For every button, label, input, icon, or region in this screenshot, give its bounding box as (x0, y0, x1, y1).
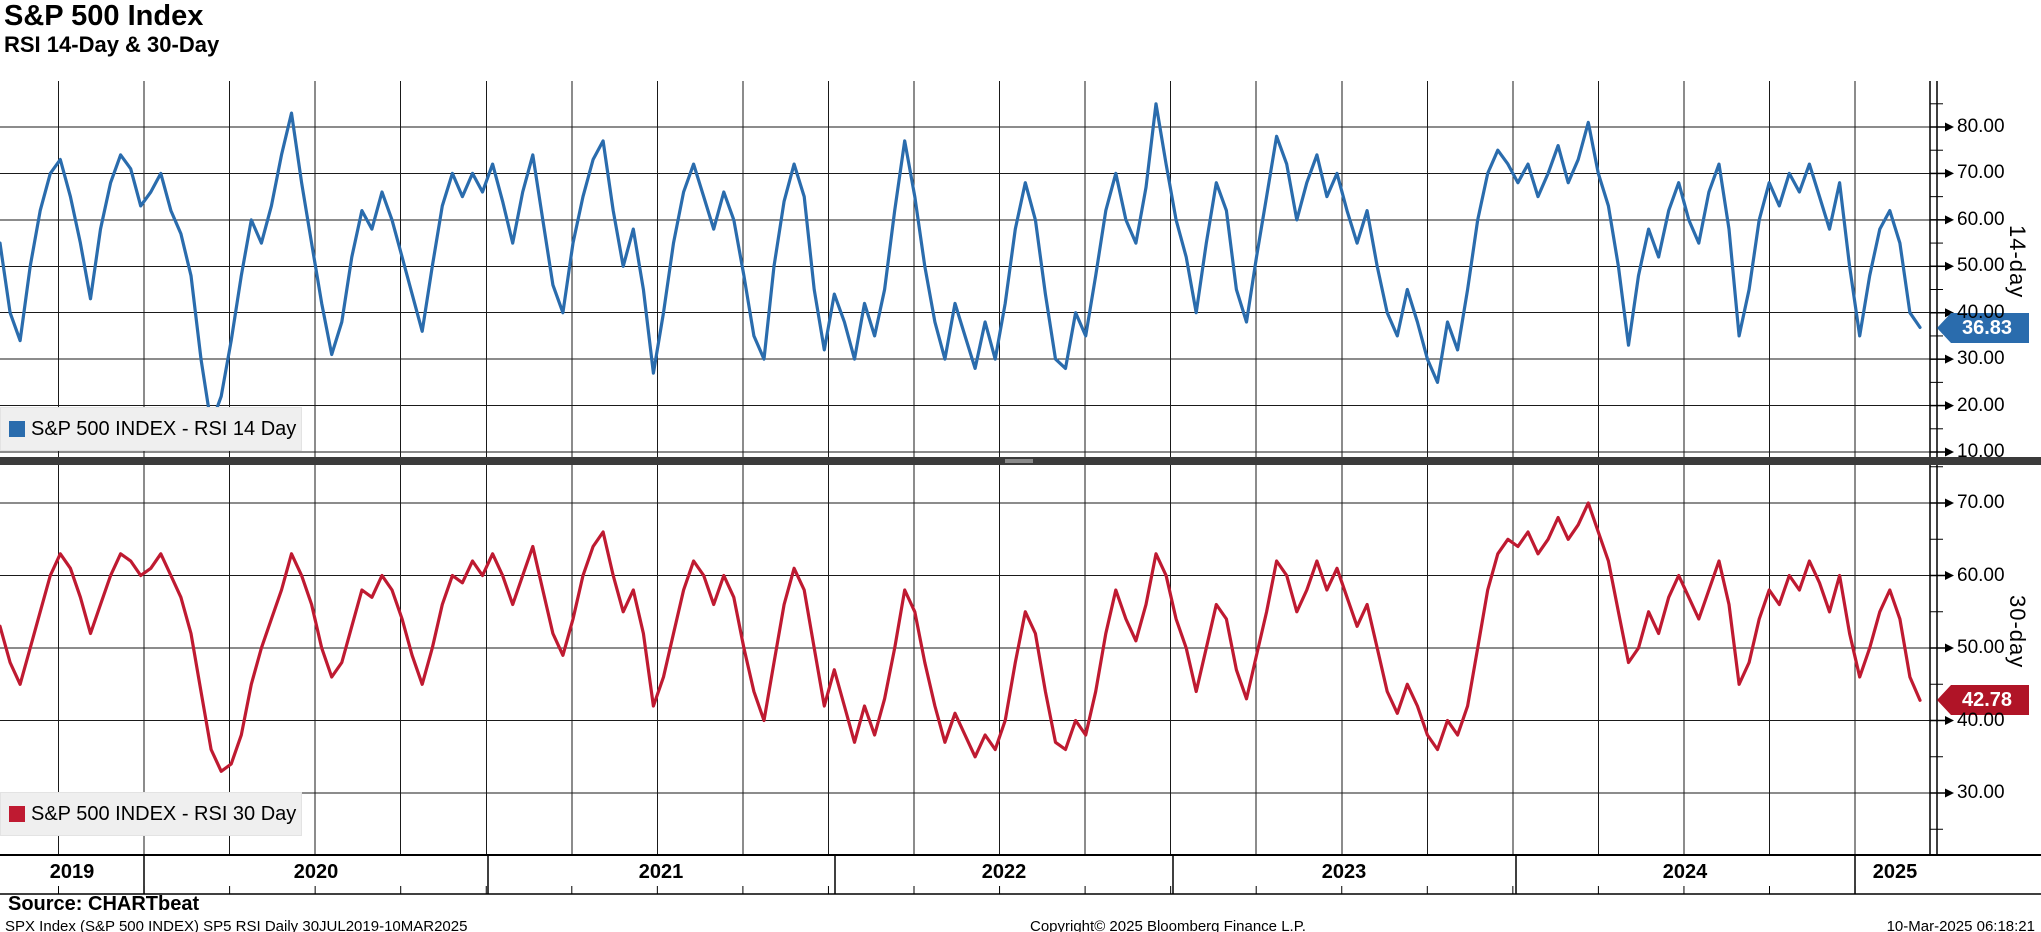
y-tick-arrow-icon (1945, 122, 1954, 132)
x-tick-label: 2019 (49, 861, 95, 883)
x-tick-label: 2021 (638, 861, 684, 883)
legend-swatch-rsi14-icon (9, 421, 25, 437)
legend-rsi30[interactable]: S&P 500 INDEX - RSI 30 Day (0, 792, 302, 836)
x-tick-label: 2023 (1321, 861, 1367, 883)
chart-title: S&P 500 Index (4, 0, 204, 32)
y-tick-label: 60.00 (1957, 564, 2005, 586)
legend-label-rsi14: S&P 500 INDEX - RSI 14 Day (31, 417, 297, 440)
axis-label-14day: 14-day (2005, 225, 2030, 299)
y-tick-label: 40.00 (1957, 301, 2005, 323)
copyright-label: Copyright© 2025 Bloomberg Finance L.P. (1030, 918, 1306, 932)
panel-divider-handle[interactable] (1005, 459, 1033, 463)
x-tick-label: 2024 (1662, 861, 1708, 883)
y-tick-arrow-icon (1945, 498, 1954, 508)
y-tick-label: 80.00 (1957, 116, 2005, 137)
y-tick-label: 30.00 (1957, 782, 2005, 803)
legend-swatch-rsi30-icon (9, 806, 25, 822)
legend-rsi14[interactable]: S&P 500 INDEX - RSI 14 Day (0, 407, 302, 451)
source-label: Source: CHARTbeat (8, 893, 200, 915)
y-tick-arrow-icon (1945, 261, 1954, 271)
rsi30-line (0, 501, 1922, 773)
y-tick-label: 60.00 (1957, 208, 2005, 230)
y-tick-label: 20.00 (1957, 394, 2005, 416)
x-tick-label: 2022 (981, 861, 1027, 883)
y-tick-label: 70.00 (1957, 492, 2005, 513)
y-tick-label: 10.00 (1957, 441, 2005, 462)
y-tick-label: 30.00 (1957, 348, 2005, 370)
last-value-tag-rsi14: 36.83 (1937, 313, 2029, 343)
y-tick-arrow-icon (1945, 308, 1954, 318)
y-tick-arrow-icon (1945, 215, 1954, 225)
y-tick-arrow-icon (1945, 571, 1954, 580)
x-tick-label: 2025 (1872, 861, 1918, 883)
y-tick-label: 40.00 (1957, 709, 2005, 731)
axis-label-30day: 30-day (2005, 595, 2030, 669)
y-tick-arrow-icon (1945, 716, 1954, 725)
y-tick-arrow-icon (1945, 354, 1954, 364)
y-tick-arrow-icon (1945, 788, 1954, 798)
x-tick-label: 2020 (293, 861, 339, 883)
y-tick-label: 70.00 (1957, 162, 2005, 184)
y-tick-arrow-icon (1945, 168, 1954, 178)
timestamp-label: 10-Mar-2025 06:18:21 (1886, 918, 2035, 932)
y-tick-arrow-icon (1945, 643, 1954, 653)
y-tick-label: 50.00 (1957, 255, 2005, 277)
rsi14-line (0, 102, 1922, 426)
last-value-tag-rsi30: 42.78 (1937, 685, 2029, 715)
legend-label-rsi30: S&P 500 INDEX - RSI 30 Day (31, 802, 297, 825)
y-tick-arrow-icon (1945, 401, 1954, 411)
chart-subtitle: RSI 14-Day & 30-Day (4, 32, 220, 57)
y-tick-arrow-icon (1945, 447, 1954, 457)
ticker-line: SPX Index (S&P 500 INDEX) SP5 RSI Daily … (5, 918, 468, 932)
y-tick-label: 50.00 (1957, 637, 2005, 658)
